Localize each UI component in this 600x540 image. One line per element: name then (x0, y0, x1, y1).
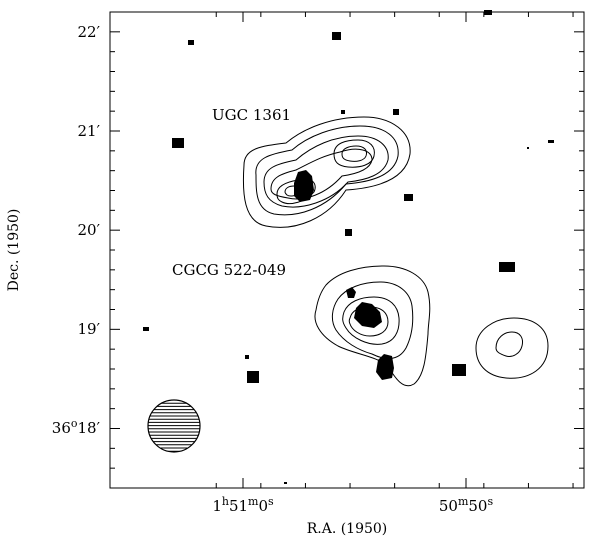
plot-frame (109, 11, 585, 489)
y-tick-label-22: 22′ (78, 23, 101, 41)
optical-source (404, 194, 413, 201)
y-tick-label-20: 20′ (78, 221, 101, 239)
contour-ugc-1361-level-1 (242, 116, 411, 228)
optical-source (376, 354, 394, 380)
contour-cgcg-level-1 (314, 265, 431, 387)
axis-ticks (110, 11, 584, 489)
optical-source (245, 355, 249, 359)
contour-ugc-1361-level-6 (333, 139, 375, 168)
optical-source (346, 287, 356, 298)
contours-ugc-1361 (242, 116, 411, 228)
y-axis-title: Dec. (1950) (6, 209, 22, 292)
contour-east-level-1 (475, 317, 549, 379)
optical-source (499, 262, 515, 272)
optical-source (341, 110, 345, 114)
annotation-ugc-1361: UGC 1361 (212, 106, 291, 124)
y-tick-labels: 22′ 21′ 20′ 19′ 36o18′ (52, 23, 101, 437)
contour-east-level-2 (495, 331, 523, 357)
y-tick-label-18: 36o18′ (52, 417, 101, 437)
optical-source (143, 327, 149, 331)
optical-source (188, 40, 194, 45)
optical-sources (143, 10, 554, 484)
contour-ugc-1361-level-3 (263, 135, 389, 208)
optical-source (484, 10, 492, 15)
optical-source (247, 371, 259, 383)
annotation-cgcg-522-049: CGCG 522-049 (172, 261, 286, 279)
contour-cgcg-level-3 (342, 296, 400, 345)
optical-source (294, 170, 314, 202)
contour-ugc-1361-level-2 (255, 125, 399, 216)
contour-ugc-1361-level-5 (276, 178, 316, 205)
y-tick-label-19: 19′ (78, 320, 101, 338)
x-tick-label-1h51m0s: 1h51m0s (212, 495, 274, 515)
optical-source (548, 140, 554, 143)
x-tick-label-50m50s: 50m50s (439, 495, 494, 515)
contour-ugc-1361-level-4 (270, 148, 373, 200)
x-axis-title: R.A. (1950) (307, 521, 388, 537)
optical-source (172, 138, 184, 148)
optical-source (393, 109, 399, 115)
optical-source (452, 364, 466, 376)
optical-source (332, 32, 341, 40)
optical-source (345, 229, 352, 236)
beam-ellipse (147, 399, 201, 453)
optical-source (527, 147, 529, 149)
optical-source (284, 482, 287, 484)
y-tick-label-21: 21′ (78, 122, 101, 140)
contours-eastern-blob (475, 317, 549, 379)
contour-ugc-1361-level-7 (341, 145, 367, 162)
contour-cgcg-level-2 (331, 281, 414, 359)
optical-source (354, 302, 382, 328)
x-tick-labels: 1h51m0s 50m50s (212, 495, 493, 515)
